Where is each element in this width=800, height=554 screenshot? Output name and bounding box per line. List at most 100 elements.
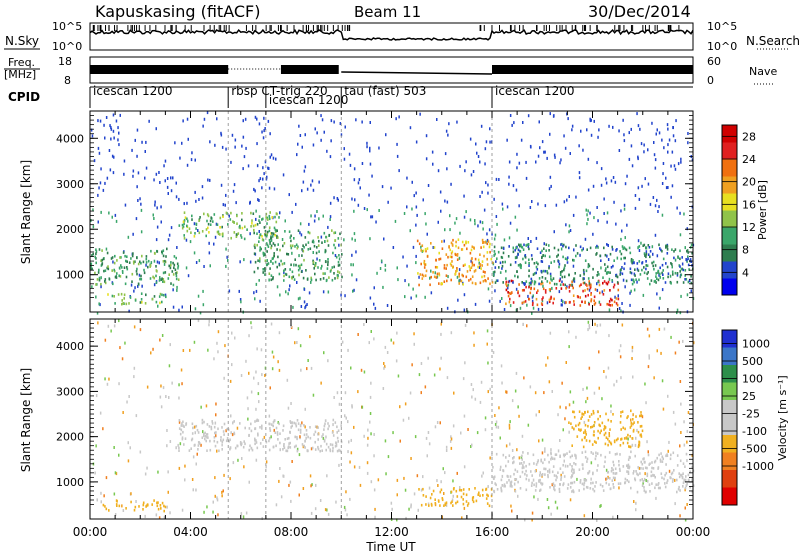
scatter-cell: [653, 460, 656, 464]
scatter-cell: [679, 233, 682, 237]
scatter-cell: [272, 262, 274, 265]
scatter-cell: [447, 255, 449, 259]
scatter-cell: [658, 131, 661, 135]
scatter-cell: [493, 253, 495, 257]
scatter-cell: [159, 292, 162, 296]
scatter-cell: [373, 302, 375, 306]
scatter-cell: [433, 373, 436, 377]
scatter-cell: [159, 395, 162, 399]
scatter-cell: [646, 480, 649, 483]
scatter-cell: [623, 203, 626, 207]
scatter-cell: [457, 298, 459, 302]
scatter-cell: [604, 426, 607, 429]
scatter-cell: [287, 292, 289, 296]
scatter-cell: [611, 479, 614, 482]
scatter-cell: [593, 430, 595, 433]
scatter-cell: [164, 179, 166, 183]
scatter-cell: [176, 246, 178, 249]
scatter-cell: [614, 180, 617, 184]
scatter-cell: [240, 236, 243, 239]
scatter-cell: [690, 243, 693, 247]
scatter-cell: [582, 289, 584, 293]
scatter-cell: [687, 132, 689, 135]
scatter-cell: [455, 253, 457, 257]
scatter-cell: [496, 257, 498, 260]
scatter-cell: [307, 230, 310, 234]
scatter-cell: [96, 498, 98, 502]
scatter-cell: [184, 216, 187, 219]
scatter-cell: [562, 300, 564, 304]
scatter-cell: [479, 220, 482, 224]
scatter-cell: [620, 411, 622, 414]
scatter-cell: [626, 470, 628, 473]
scatter-cell: [607, 280, 610, 284]
scatter-cell: [488, 228, 491, 232]
scatter-cell: [276, 229, 278, 232]
scatter-cell: [644, 490, 647, 494]
scatter-cell: [349, 497, 351, 501]
scatter-cell: [307, 435, 309, 439]
scatter-cell: [508, 279, 511, 283]
scatter-cell: [494, 233, 497, 237]
scatter-cell: [638, 249, 641, 252]
scatter-cell: [575, 456, 577, 460]
scatter-cell: [220, 436, 222, 439]
scatter-cell: [645, 252, 648, 256]
scatter-cell: [654, 158, 657, 162]
colorbar-tick-label: 16: [742, 198, 756, 211]
scatter-cell: [590, 118, 592, 122]
scatter-cell: [258, 179, 260, 183]
scatter-cell: [317, 236, 319, 239]
scatter-cell: [333, 396, 335, 399]
scatter-cell: [618, 463, 620, 467]
scatter-cell: [264, 366, 267, 370]
scatter-cell: [612, 125, 614, 129]
scatter-cell: [541, 473, 544, 476]
scatter-cell: [336, 449, 339, 453]
scatter-cell: [226, 427, 228, 431]
scatter-cell: [671, 263, 673, 266]
scatter-cell: [535, 261, 538, 264]
scatter-cell: [587, 209, 589, 213]
scatter-cell: [218, 449, 220, 453]
scatter-cell: [481, 474, 483, 478]
scatter-cell: [582, 247, 584, 251]
scatter-cell: [294, 258, 296, 261]
scatter-cell: [558, 487, 561, 491]
scatter-cell: [531, 279, 533, 283]
scatter-cell: [613, 439, 616, 443]
scatter-cell: [493, 475, 496, 479]
scatter-cell: [552, 482, 555, 485]
scatter-cell: [566, 112, 568, 116]
scatter-cell: [491, 261, 494, 265]
scatter-cell: [336, 276, 339, 280]
scatter-cell: [556, 255, 558, 258]
scatter-cell: [363, 434, 365, 438]
scatter-cell: [530, 281, 532, 284]
scatter-cell: [279, 248, 281, 252]
scatter-cell: [593, 421, 596, 424]
scatter-cell: [491, 453, 493, 457]
scatter-cell: [289, 244, 292, 247]
scatter-cell: [390, 186, 392, 190]
scatter-cell: [274, 243, 276, 247]
scatter-cell: [537, 202, 539, 206]
scatter-cell: [328, 276, 330, 279]
scatter-cell: [436, 118, 438, 121]
scatter-cell: [116, 259, 118, 262]
scatter-cell: [220, 133, 223, 137]
scatter-cell: [181, 141, 183, 145]
scatter-cell: [122, 302, 125, 305]
scatter-cell: [628, 246, 631, 250]
scatter-cell: [195, 462, 197, 466]
colorbar-tick-label: 1000: [742, 338, 770, 351]
scatter-cell: [564, 264, 566, 267]
scatter-cell: [587, 424, 589, 428]
scatter-cell: [170, 263, 172, 267]
scatter-cell: [647, 453, 650, 457]
scatter-cell: [264, 267, 267, 271]
scatter-cell: [209, 140, 211, 144]
scatter-cell: [611, 248, 614, 251]
scatter-cell: [541, 438, 544, 442]
scatter-cell: [535, 265, 538, 269]
